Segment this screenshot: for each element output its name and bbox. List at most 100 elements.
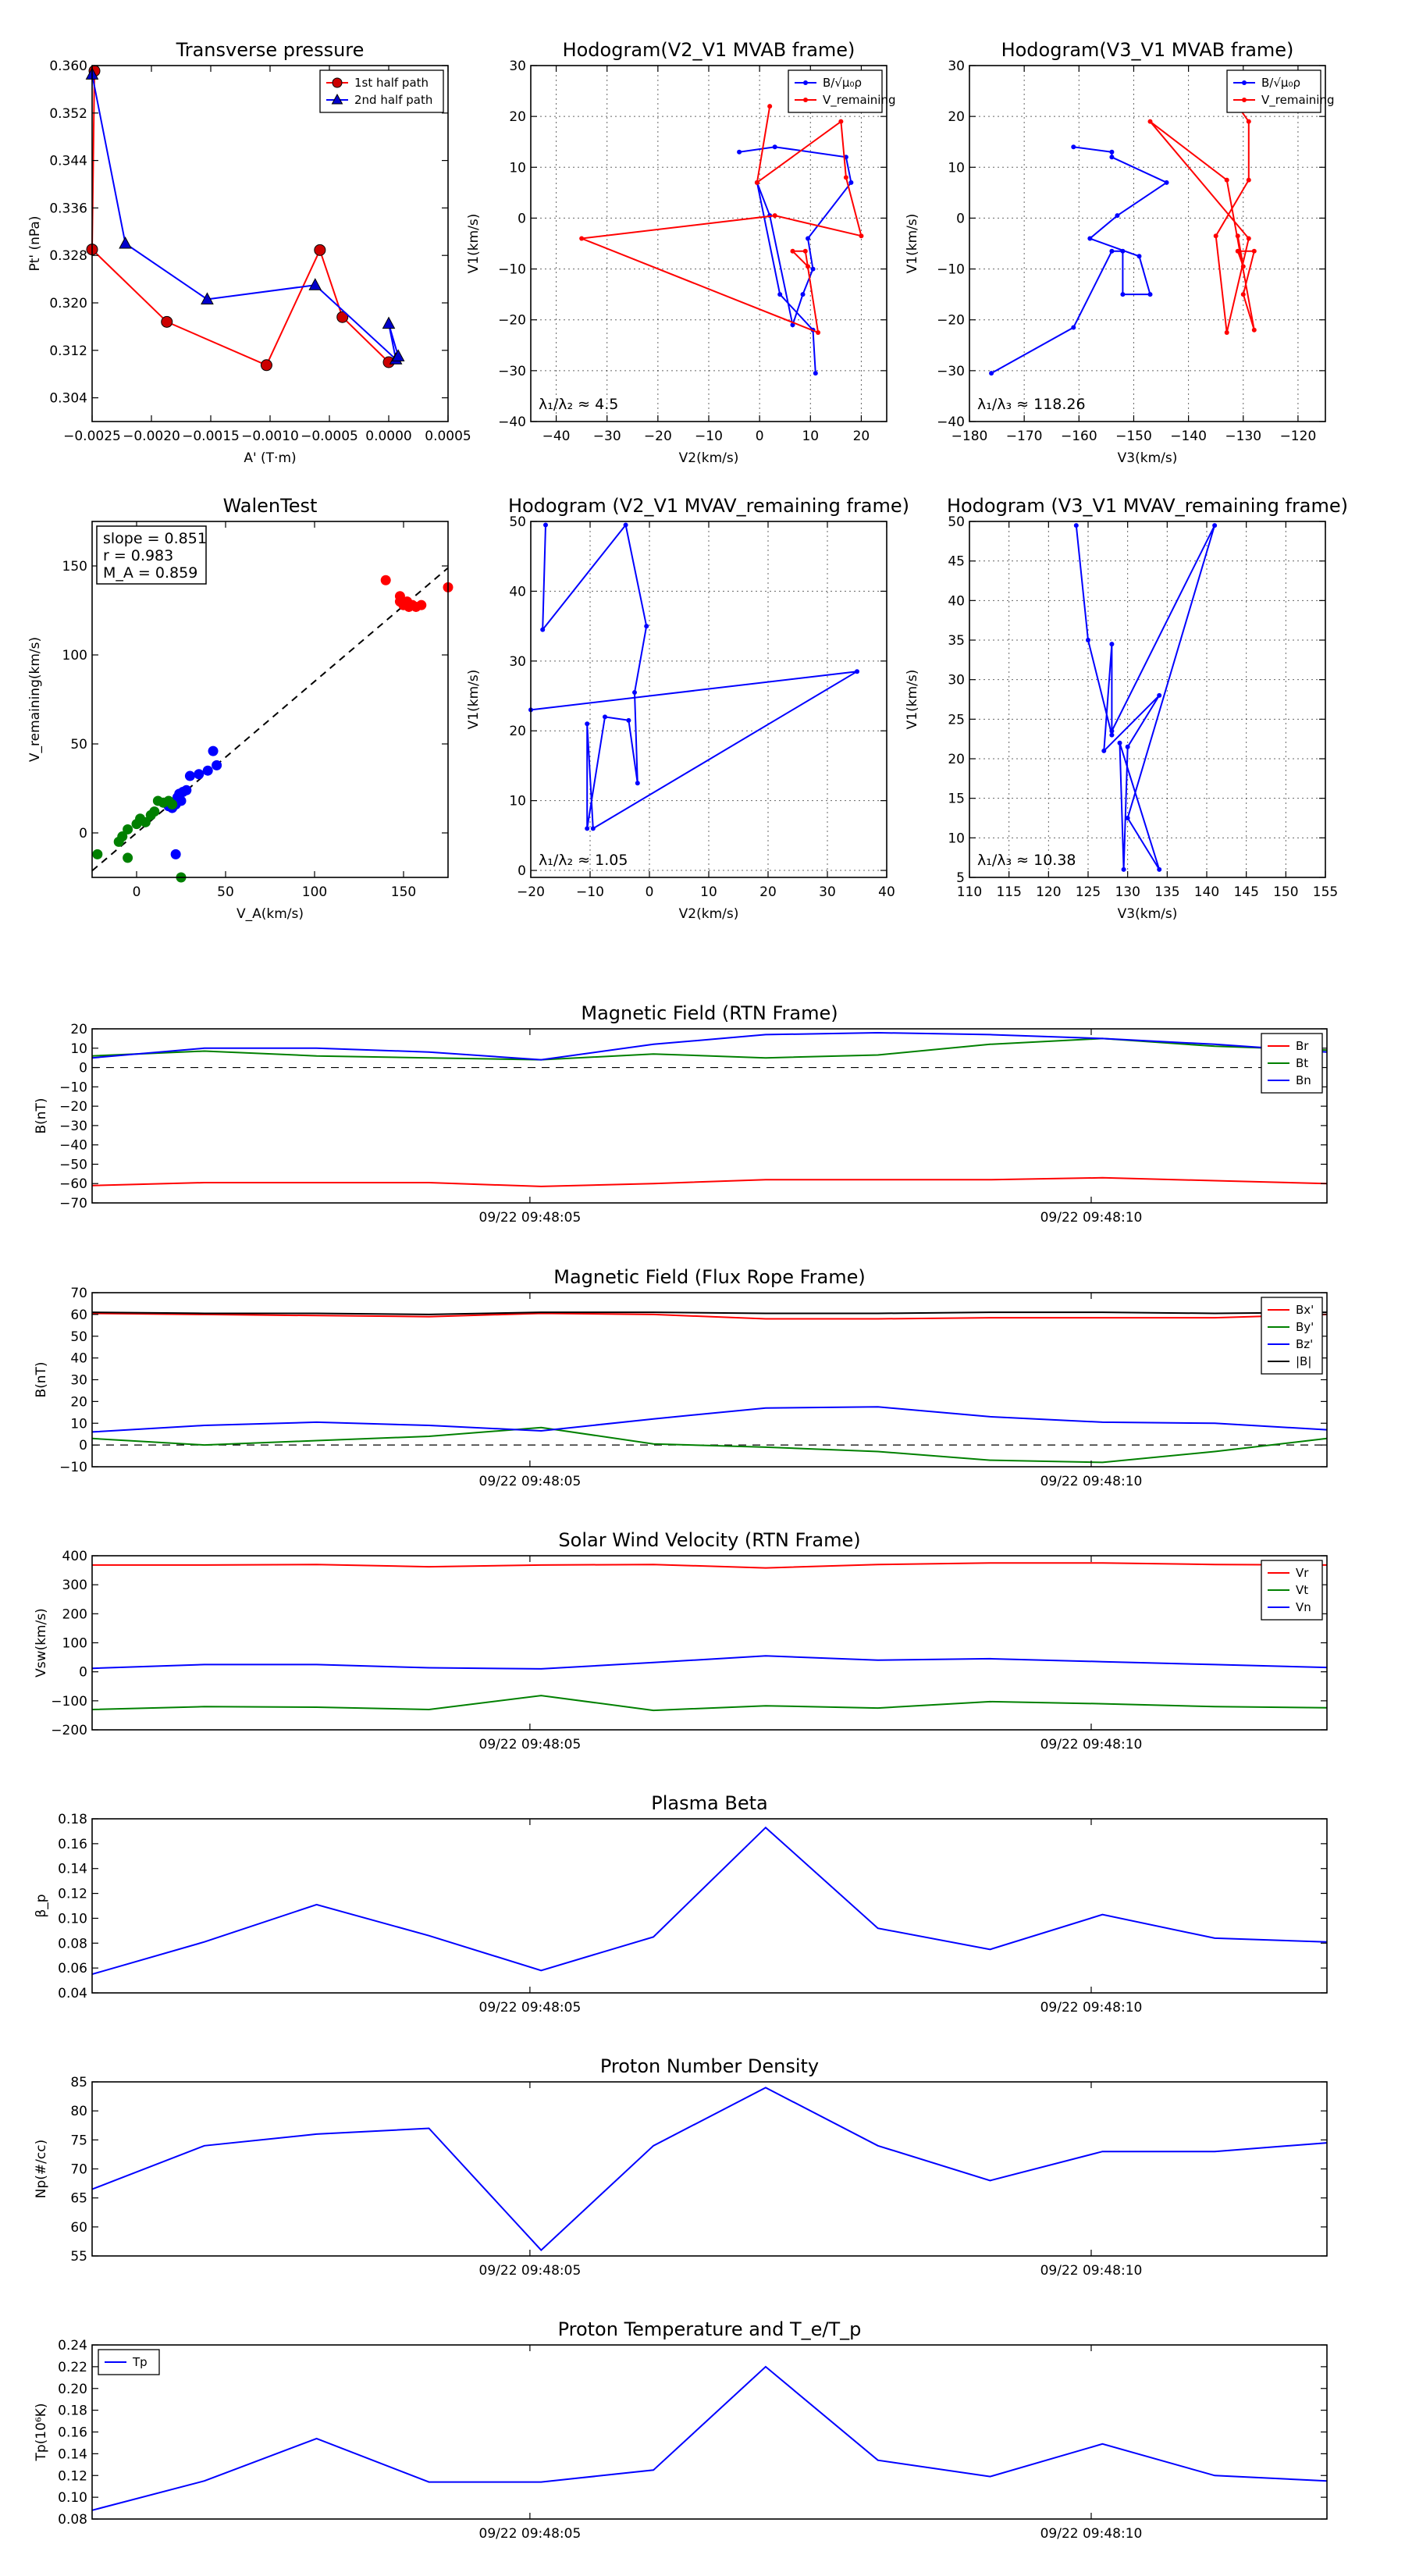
x-tick-label: 09/22 09:48:05 bbox=[479, 1737, 582, 1752]
y-tick-label: 0 bbox=[518, 863, 526, 879]
data-point bbox=[585, 721, 590, 727]
fit-line bbox=[92, 567, 448, 872]
data-point bbox=[1136, 254, 1142, 259]
data-point bbox=[810, 266, 816, 272]
y-tick-label: 0.08 bbox=[58, 1936, 87, 1952]
legend-label: |B| bbox=[1296, 1354, 1311, 1368]
data-point bbox=[767, 104, 773, 109]
data-point bbox=[380, 575, 391, 585]
series-line bbox=[530, 523, 858, 831]
legend-marker bbox=[1242, 80, 1247, 85]
legend: B/√μ₀ρ V_remaining bbox=[788, 69, 896, 113]
x-tick-label: 0.0005 bbox=[425, 429, 471, 444]
y-tick-label: 15 bbox=[948, 792, 965, 807]
chart-title: Proton Temperature and T_e/T_p bbox=[558, 2318, 862, 2340]
annotation-text: λ₁/λ₂ ≈ 1.05 bbox=[539, 852, 628, 869]
x-tick-label: 30 bbox=[819, 884, 836, 900]
chart-title: Transverse pressure bbox=[176, 39, 365, 61]
annotation-text: slope = 0.851 bbox=[103, 530, 207, 547]
x-tick-label: −40 bbox=[542, 429, 571, 444]
y-tick-label: 60 bbox=[70, 2220, 87, 2236]
y-tick-label: 0.24 bbox=[58, 2338, 87, 2354]
data-point bbox=[777, 292, 783, 297]
y-axis-label: Np(#/cc) bbox=[34, 2140, 49, 2198]
y-tick-label: 20 bbox=[948, 752, 965, 767]
y-tick-label: 10 bbox=[509, 794, 526, 809]
legend-label: Tp bbox=[132, 2355, 148, 2369]
y-tick-label: 45 bbox=[948, 554, 965, 570]
chart-title: Plasma Beta bbox=[651, 1792, 767, 1814]
y-tick-label: 70 bbox=[70, 2162, 87, 2178]
data-point bbox=[806, 236, 811, 241]
x-tick-label: 10 bbox=[802, 429, 819, 444]
chart-panel-6: Hodogram (V3_V1 MVAV_remaining frame) 5 10… bbox=[905, 495, 1348, 922]
y-tick-label: 0 bbox=[79, 826, 87, 841]
data-point bbox=[1121, 866, 1126, 872]
data-point bbox=[1251, 327, 1257, 333]
data-point bbox=[1157, 866, 1162, 872]
data-point bbox=[585, 826, 590, 831]
x-tick-label: 09/22 09:48:10 bbox=[1040, 2263, 1143, 2279]
data-point bbox=[1224, 177, 1229, 183]
y-tick-label: 10 bbox=[70, 1041, 87, 1057]
legend-box bbox=[319, 69, 444, 113]
y-axis-label: V1(km/s) bbox=[905, 670, 920, 730]
series-v-remaining bbox=[579, 104, 864, 335]
y-tick-label: 0.328 bbox=[49, 248, 87, 264]
y-tick-label: 0 bbox=[79, 1665, 87, 1681]
chart-title: Hodogram (V2_V1 MVAV_remaining frame) bbox=[508, 495, 909, 517]
x-tick-label: 0 bbox=[646, 884, 654, 900]
data-point bbox=[1117, 740, 1122, 745]
data-point bbox=[1235, 248, 1240, 254]
series-line bbox=[91, 1406, 1328, 1433]
y-tick-label: 60 bbox=[70, 1308, 87, 1323]
y-tick-label: 0.18 bbox=[58, 1812, 87, 1827]
y-tick-label: 0.360 bbox=[49, 59, 87, 74]
y-tick-label: −10 bbox=[59, 1460, 87, 1475]
chart-title: WalenTest bbox=[223, 495, 318, 517]
data-point bbox=[1246, 236, 1251, 241]
data-point bbox=[181, 785, 192, 795]
data-point bbox=[626, 717, 631, 723]
data-point bbox=[1240, 292, 1246, 297]
chart-panel-5: Hodogram (V2_V1 MVAV_remaining frame) 0 10… bbox=[466, 495, 909, 922]
legend-label: Bx' bbox=[1296, 1303, 1314, 1317]
y-tick-label: 0.16 bbox=[58, 1837, 87, 1852]
x-tick-label: 150 bbox=[391, 884, 416, 900]
y-axis-label: Vsw(km/s) bbox=[34, 1608, 49, 1678]
x-axis-label: A' (T·m) bbox=[244, 450, 296, 466]
series-line bbox=[581, 105, 863, 334]
series-line bbox=[91, 1311, 1328, 1315]
x-tick-label: 40 bbox=[878, 884, 895, 900]
legend-label: Vn bbox=[1296, 1600, 1311, 1614]
legend-label: Bn bbox=[1296, 1073, 1311, 1087]
x-tick-label: −20 bbox=[644, 429, 672, 444]
legend-marker bbox=[803, 80, 808, 85]
x-tick-label: 20 bbox=[853, 429, 870, 444]
x-tick-label: −10 bbox=[576, 884, 604, 900]
series-vt bbox=[91, 1695, 1328, 1712]
plot-frame bbox=[969, 65, 1326, 422]
data-point bbox=[590, 826, 596, 831]
y-tick-label: 20 bbox=[509, 724, 526, 739]
series-line bbox=[91, 2087, 1328, 2252]
y-tick-label: −10 bbox=[59, 1080, 87, 1095]
series-bx- bbox=[91, 1312, 1328, 1320]
legend: Vr Vt Vn bbox=[1261, 1560, 1323, 1621]
legend-label: V_remaining bbox=[823, 93, 896, 108]
data-point bbox=[212, 760, 222, 770]
data-point bbox=[644, 624, 649, 629]
x-tick-label: 0 bbox=[133, 884, 141, 900]
data-point bbox=[113, 836, 124, 847]
y-tick-label: −20 bbox=[59, 1099, 87, 1115]
x-axis-label: V3(km/s) bbox=[1118, 450, 1178, 466]
data-point bbox=[391, 349, 405, 361]
legend: Br Bt Bn bbox=[1261, 1033, 1323, 1094]
plot-frame bbox=[91, 2344, 1328, 2520]
y-axis-label: Tp(10⁶K) bbox=[34, 2403, 49, 2461]
data-point bbox=[1246, 119, 1251, 124]
y-tick-label: 0.16 bbox=[58, 2425, 87, 2441]
y-tick-label: 300 bbox=[62, 1578, 87, 1593]
data-point bbox=[540, 627, 546, 632]
y-tick-label: 50 bbox=[70, 1329, 87, 1345]
